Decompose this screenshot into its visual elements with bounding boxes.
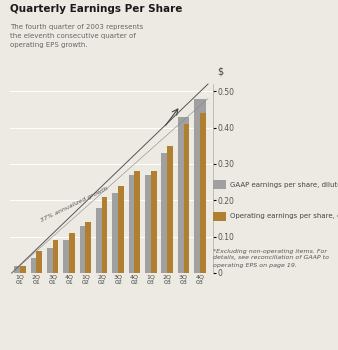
Bar xyxy=(145,175,156,273)
Bar xyxy=(53,240,58,273)
Bar xyxy=(118,186,124,273)
Text: The fourth quarter of 2003 represents
the eleventh consecutive quarter of
operat: The fourth quarter of 2003 represents th… xyxy=(10,25,143,48)
Bar xyxy=(135,171,140,273)
Text: $: $ xyxy=(217,66,223,76)
Bar xyxy=(102,197,107,273)
Bar xyxy=(30,258,42,273)
Bar xyxy=(129,175,140,273)
Bar xyxy=(47,247,58,273)
Bar xyxy=(184,124,189,273)
Text: *Excluding non-operating items. For
details, see reconciliation of GAAP to
opera: *Excluding non-operating items. For deta… xyxy=(213,248,329,267)
Bar xyxy=(20,266,26,273)
Bar xyxy=(167,146,173,273)
Bar xyxy=(178,117,189,273)
Bar xyxy=(86,222,91,273)
Bar xyxy=(14,266,26,273)
Bar xyxy=(96,208,107,273)
Text: Quarterly Earnings Per Share: Quarterly Earnings Per Share xyxy=(10,4,183,14)
Bar xyxy=(162,153,173,273)
Bar xyxy=(194,99,206,273)
Bar xyxy=(36,251,42,273)
Bar xyxy=(69,233,75,273)
Text: GAAP earnings per share, diluted: GAAP earnings per share, diluted xyxy=(230,182,338,188)
Bar xyxy=(112,193,124,273)
Text: 37% annualized growth: 37% annualized growth xyxy=(40,186,109,223)
Bar xyxy=(200,113,206,273)
Bar xyxy=(63,240,75,273)
Text: Operating earnings per share, diluted*: Operating earnings per share, diluted* xyxy=(230,213,338,219)
Bar xyxy=(80,226,91,273)
Bar xyxy=(151,171,156,273)
